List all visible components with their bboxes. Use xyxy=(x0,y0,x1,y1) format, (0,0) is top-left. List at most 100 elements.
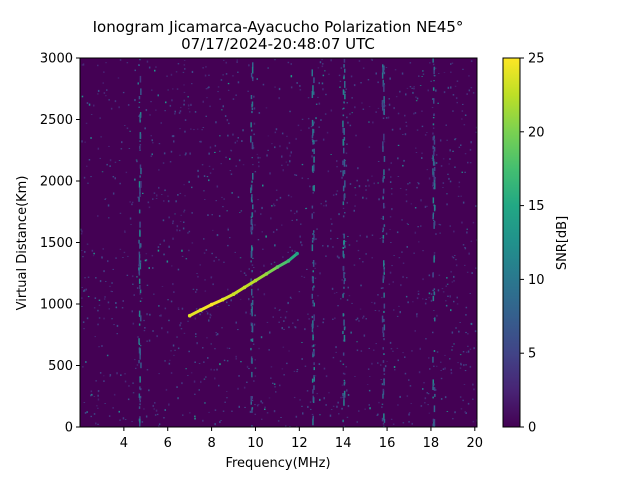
noise-pixel xyxy=(93,104,95,107)
interference-pixel xyxy=(344,326,346,329)
noise-pixel xyxy=(282,169,284,172)
noise-pixel xyxy=(295,174,298,176)
interference-pixel xyxy=(313,375,315,378)
noise-pixel xyxy=(176,88,179,90)
y-tick-label: 1000 xyxy=(40,298,73,313)
noise-pixel xyxy=(347,286,349,289)
x-tick-label: 12 xyxy=(291,436,308,451)
noise-pixel xyxy=(134,99,136,102)
trace-point xyxy=(275,265,280,269)
interference-pixel xyxy=(433,66,436,71)
noise-pixel xyxy=(144,259,147,262)
noise-pixel xyxy=(281,368,284,370)
interference-pixel xyxy=(432,272,434,278)
noise-pixel xyxy=(122,300,124,302)
interference-pixel xyxy=(252,173,254,180)
noise-pixel xyxy=(254,314,256,317)
noise-pixel xyxy=(159,243,161,245)
noise-pixel xyxy=(111,318,113,320)
interference-pixel xyxy=(250,396,252,403)
interference-pixel xyxy=(383,71,386,75)
noise-pixel xyxy=(283,374,285,376)
noise-pixel xyxy=(201,311,203,313)
noise-pixel xyxy=(320,119,322,121)
noise-pixel xyxy=(117,77,120,79)
noise-pixel xyxy=(371,301,373,303)
noise-pixel xyxy=(469,162,472,164)
interference-pixel xyxy=(432,87,435,91)
noise-pixel xyxy=(274,131,277,134)
interference-pixel xyxy=(433,288,436,291)
noise-pixel xyxy=(425,338,427,340)
interference-pixel xyxy=(312,278,314,282)
noise-pixel xyxy=(267,135,270,137)
noise-pixel xyxy=(368,184,370,187)
noise-pixel xyxy=(423,382,425,384)
interference-pixel xyxy=(139,262,142,270)
colorbar-tick-label: 10 xyxy=(528,273,545,288)
noise-pixel xyxy=(242,164,245,166)
interference-pixel xyxy=(138,418,141,422)
noise-pixel xyxy=(179,221,182,222)
interference-pixel xyxy=(252,257,254,259)
colorbar-gradient xyxy=(502,57,521,428)
x-tick-label: 4 xyxy=(120,436,128,451)
noise-pixel xyxy=(453,280,455,282)
noise-pixel xyxy=(168,319,170,322)
noise-pixel xyxy=(262,184,264,187)
interference-pixel xyxy=(342,393,344,397)
noise-pixel xyxy=(428,177,431,180)
noise-pixel xyxy=(203,190,205,192)
noise-pixel xyxy=(80,233,83,235)
interference-pixel xyxy=(344,68,346,73)
noise-pixel xyxy=(464,247,467,250)
noise-pixel xyxy=(458,146,461,148)
noise-pixel xyxy=(415,96,417,98)
noise-pixel xyxy=(296,371,298,373)
noise-pixel xyxy=(109,159,112,162)
noise-pixel xyxy=(386,361,388,362)
noise-pixel xyxy=(217,86,220,88)
noise-pixel xyxy=(356,421,358,423)
noise-pixel xyxy=(225,156,227,159)
interference-pixel xyxy=(251,312,253,317)
noise-pixel xyxy=(261,206,263,210)
interference-pixel xyxy=(138,64,140,66)
noise-pixel xyxy=(377,294,379,296)
x-tick-label: 16 xyxy=(379,436,396,451)
noise-pixel xyxy=(325,204,327,207)
noise-pixel xyxy=(366,235,368,238)
noise-pixel xyxy=(139,293,141,295)
interference-pixel xyxy=(139,300,142,302)
noise-pixel xyxy=(179,154,181,156)
noise-pixel xyxy=(101,256,103,258)
noise-pixel xyxy=(449,158,451,160)
noise-pixel xyxy=(212,229,214,231)
noise-pixel xyxy=(367,368,370,370)
noise-pixel xyxy=(346,416,349,418)
interference-columns xyxy=(138,58,436,427)
noise-pixel xyxy=(264,406,266,409)
interference-pixel xyxy=(343,58,346,63)
noise-pixel xyxy=(88,103,91,106)
noise-pixel xyxy=(116,324,119,327)
noise-pixel xyxy=(357,167,359,170)
noise-pixel xyxy=(258,165,260,168)
interference-pixel xyxy=(342,185,345,192)
noise-pixel xyxy=(390,418,393,420)
noise-pixel xyxy=(404,114,406,117)
noise-pixel xyxy=(416,297,419,300)
noise-pixel xyxy=(278,97,280,100)
trace-point xyxy=(286,259,291,263)
interference-pixel xyxy=(139,289,142,294)
interference-pixel xyxy=(383,108,385,115)
noise-pixel xyxy=(422,250,424,252)
noise-pixel xyxy=(418,371,421,374)
noise-pixel xyxy=(124,125,126,126)
noise-pixel xyxy=(428,297,430,299)
noise-pixel xyxy=(468,89,471,92)
noise-pixel xyxy=(240,361,242,363)
noise-pixel xyxy=(237,196,240,198)
noise-pixel xyxy=(205,66,207,68)
noise-pixel xyxy=(469,293,471,294)
